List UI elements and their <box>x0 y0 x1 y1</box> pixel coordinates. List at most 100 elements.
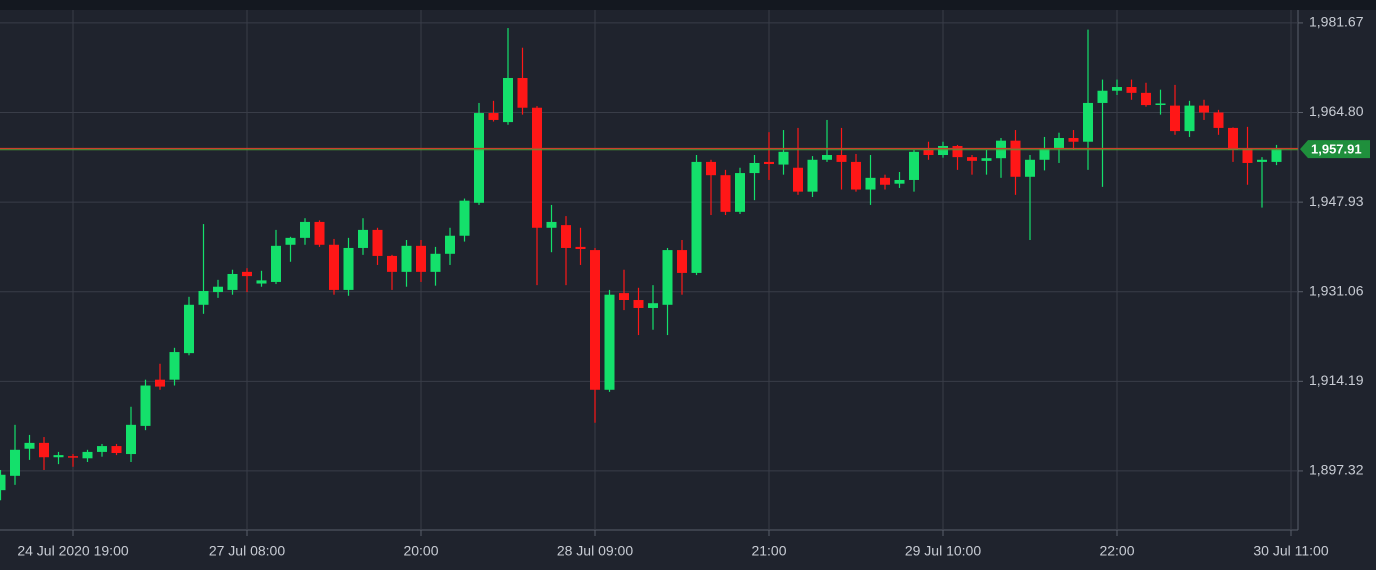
candle-body <box>169 352 180 380</box>
candle-body <box>1126 87 1137 93</box>
candle-body <box>24 442 35 449</box>
candle-body <box>39 442 49 458</box>
candle-body <box>1271 149 1282 162</box>
x-tick-label: 27 Jul 08:00 <box>209 543 285 559</box>
candle-body <box>894 179 905 184</box>
last-price-label: 1,957.91 <box>1311 142 1362 157</box>
candle-body <box>648 303 658 308</box>
candle-body <box>1242 148 1253 163</box>
candle-body <box>749 162 760 174</box>
candle-body <box>314 221 325 245</box>
top-bar <box>0 0 1376 10</box>
candle-body <box>923 149 934 156</box>
candle-body <box>1083 102 1093 142</box>
candle-body <box>300 221 310 238</box>
candle-body <box>981 158 992 161</box>
x-tick-label: 28 Jul 09:00 <box>557 543 633 559</box>
candle-body <box>0 474 6 491</box>
candle-body <box>387 255 397 272</box>
candle-body <box>793 167 803 192</box>
candle-body <box>880 177 890 185</box>
candle-body <box>227 273 238 290</box>
candle-body <box>155 379 165 387</box>
candle-body <box>619 293 629 301</box>
candle-body <box>691 161 702 273</box>
candle-body <box>967 157 977 161</box>
candle-body <box>1112 87 1122 91</box>
candle-body <box>778 151 789 165</box>
candle-body <box>503 77 513 123</box>
candle-body <box>372 229 383 256</box>
candle-body <box>97 446 107 452</box>
candle-body <box>256 280 267 284</box>
candle-body <box>952 145 963 158</box>
y-tick-label: 1,897.32 <box>1309 462 1364 478</box>
candle-body <box>1257 159 1267 162</box>
candle-body <box>242 271 252 277</box>
y-tick-label: 1,964.80 <box>1309 103 1364 119</box>
candle-body <box>677 250 687 273</box>
candle-body <box>633 300 644 308</box>
y-tick-label: 1,947.93 <box>1309 193 1364 209</box>
candle-body <box>865 177 876 190</box>
candle-body <box>1039 148 1050 160</box>
last-price-tag <box>1300 140 1370 159</box>
candle-body <box>807 159 818 192</box>
candle-body <box>1054 138 1064 149</box>
candle-body <box>126 424 136 455</box>
x-tick-label: 29 Jul 10:00 <box>905 543 981 559</box>
y-tick-label: 1,914.19 <box>1309 372 1364 388</box>
candle-body <box>706 161 716 176</box>
candle-body <box>532 107 542 228</box>
candle-body <box>68 456 78 458</box>
candle-body <box>474 113 484 203</box>
candle-body <box>1155 103 1166 105</box>
x-tick-label: 22:00 <box>1099 543 1134 559</box>
candle-body <box>604 294 615 390</box>
candle-body <box>836 155 847 162</box>
candle-body <box>735 173 745 212</box>
candle-body <box>851 161 861 190</box>
candle-body <box>561 225 571 248</box>
x-tick-label: 30 Jul 11:00 <box>1253 543 1328 559</box>
candle-body <box>822 155 832 160</box>
candle-body <box>53 455 64 458</box>
candle-body <box>358 229 368 248</box>
candle-body <box>909 151 919 180</box>
y-tick-label: 1,981.67 <box>1309 14 1364 30</box>
x-tick-label: 24 Jul 2020 19:00 <box>17 543 129 559</box>
x-tick-label: 21:00 <box>751 543 786 559</box>
candle-body <box>1097 90 1108 103</box>
y-tick-label: 1,931.06 <box>1309 282 1364 298</box>
candle-body <box>445 235 455 254</box>
candle-body <box>329 244 339 290</box>
candle-body <box>213 286 223 293</box>
candle-body <box>111 446 122 453</box>
candle-body <box>184 304 194 354</box>
candle-body <box>517 77 528 108</box>
candle-body <box>1184 105 1195 132</box>
x-tick-label: 20:00 <box>403 543 438 559</box>
candle-body <box>82 451 93 459</box>
candle-body <box>1068 138 1079 142</box>
candle-body <box>1141 92 1151 106</box>
candle-body <box>271 245 281 282</box>
candle-body <box>546 221 557 228</box>
candle-body <box>1199 105 1209 113</box>
candle-body <box>662 250 673 305</box>
candle-body <box>416 245 426 272</box>
candle-body <box>764 161 774 165</box>
candle-body <box>1010 140 1021 177</box>
candle-body <box>343 247 354 290</box>
candle-body <box>590 250 600 390</box>
candle-body <box>285 237 296 245</box>
candle-body <box>430 253 441 272</box>
candle-body <box>1213 112 1224 128</box>
candle-body <box>720 175 731 212</box>
candle-body <box>1170 105 1180 132</box>
candle-body <box>488 113 499 120</box>
candle-body <box>198 290 209 305</box>
candle-body <box>1025 159 1035 177</box>
